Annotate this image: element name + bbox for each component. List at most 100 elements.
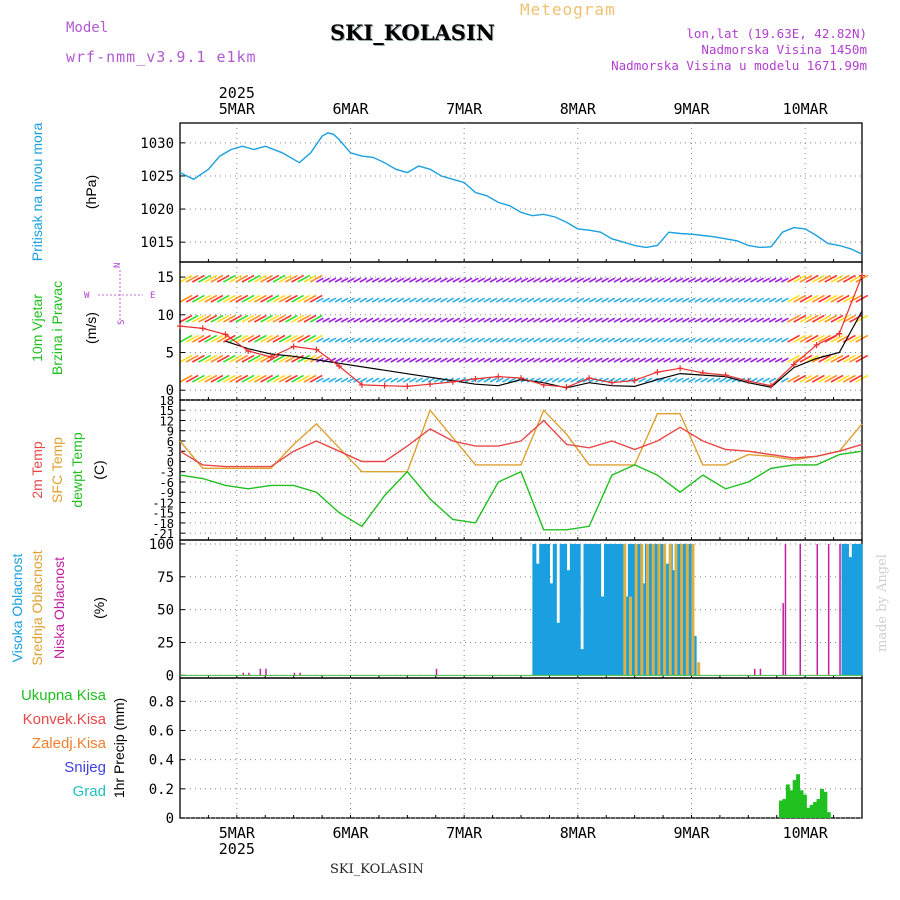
cloud-label-high: Visoka Oblacnost [9,554,25,663]
wind-barb [595,357,603,363]
cloud-bar-high [610,543,615,676]
wind-barb [613,337,622,343]
wind-barb [309,314,323,323]
tick-label-y: 0 [166,668,174,684]
precip-legend-3: Snijeg [64,759,106,776]
wind-barb [545,337,554,343]
wind-barb [433,277,442,283]
wind-barb [570,337,578,343]
wind-barb [260,314,273,323]
wind-barb [192,294,205,303]
wind-barb [712,317,721,323]
wind-barb [514,317,523,323]
wind-barb [644,277,653,283]
wind-barb [545,377,554,383]
cloud-bar-high [665,563,670,676]
wind-barb [340,317,349,323]
dewpoint-line [179,450,863,531]
wind-barb [557,377,566,383]
wind-barb [309,294,323,303]
wind-barb [539,277,547,283]
wind-barb [254,334,267,343]
wind-barb [799,374,813,383]
wind-barb [365,277,374,283]
precip-bar [799,790,804,818]
wind-barb [309,354,323,363]
wind-barb [750,337,758,343]
precip-legend-4: Grad [73,783,106,800]
cloud-bar-high [855,543,860,676]
wind-barb [198,334,211,343]
lonlat-info: lon,lat (19.63E, 42.82N) [686,26,867,41]
cloud-bar-low [799,543,801,676]
wind-barb [371,357,380,363]
wind-speed-marker [245,347,252,354]
pressure-panel-label: Pritisak na nivou mora [29,123,45,262]
wind-speed-marker [427,381,434,388]
wind-barb [669,357,678,363]
wind-barb [421,297,430,303]
wind-barb [545,297,554,303]
wind-barb [564,377,572,383]
wind-barb [663,377,671,383]
wind-speed-marker [813,341,820,348]
wind-barb [440,377,448,383]
precip-bar [792,780,797,818]
wind-barb [241,374,255,383]
wind-speed-marker [449,378,456,385]
wind-barb [756,317,764,323]
wind-barb [712,377,721,383]
wind-barb [192,354,205,363]
wind-barb [235,334,249,343]
wind-barb [526,337,535,343]
wind-barb [303,274,317,283]
wind-barb [241,294,255,303]
wind-barb [216,314,230,323]
wind-barb [322,277,330,283]
wind-barb [297,274,311,283]
wind-barb [843,274,856,283]
wind-barb [371,277,380,283]
wind-barb [291,274,304,283]
wind-barb [781,277,789,283]
cloud-bar-mid [623,543,627,676]
cloud-bar-high [692,635,697,676]
wind-barb [700,277,709,283]
wind-barb [774,337,783,343]
wind-barb [557,317,566,323]
wind-barb [328,337,337,343]
tick-label-y: -6 [160,476,174,490]
cloud-bar-mid [668,543,672,676]
wind-barb [433,337,442,343]
wind-barb [619,357,628,363]
panel-frame-pressure [179,122,863,263]
wind-barb [731,357,740,363]
wind-barb [291,294,304,303]
wind-barb [750,297,758,303]
wind-barb [223,294,236,303]
wind-barb [235,314,249,323]
wind-barb [272,354,286,363]
cloud-bar-high [549,583,554,676]
year-label-top: 2025 [219,84,255,102]
precip-unit: 1hr Precip (mm) [111,698,127,798]
wind-barb [663,337,671,343]
wind-barb [204,374,218,383]
wind-barb [768,317,777,323]
wind-barb [576,317,585,323]
wind-barb [179,354,193,363]
wind-unit: (m/s) [83,312,99,344]
wind-barb [334,337,343,343]
tick-label-y: 0.8 [149,694,174,710]
cloud-bar-high [841,543,846,676]
wind-barb [830,294,844,303]
wind-barb [619,277,628,283]
wind-barb [706,377,715,383]
cloud-bar-high [617,543,622,676]
cloud-bar-mid [640,543,644,676]
wind-barb [551,297,560,303]
wind-barb [260,274,273,283]
tick-label-y: 1020 [140,202,174,218]
wind-barb [818,374,831,383]
cloud-bar-low [816,543,819,676]
